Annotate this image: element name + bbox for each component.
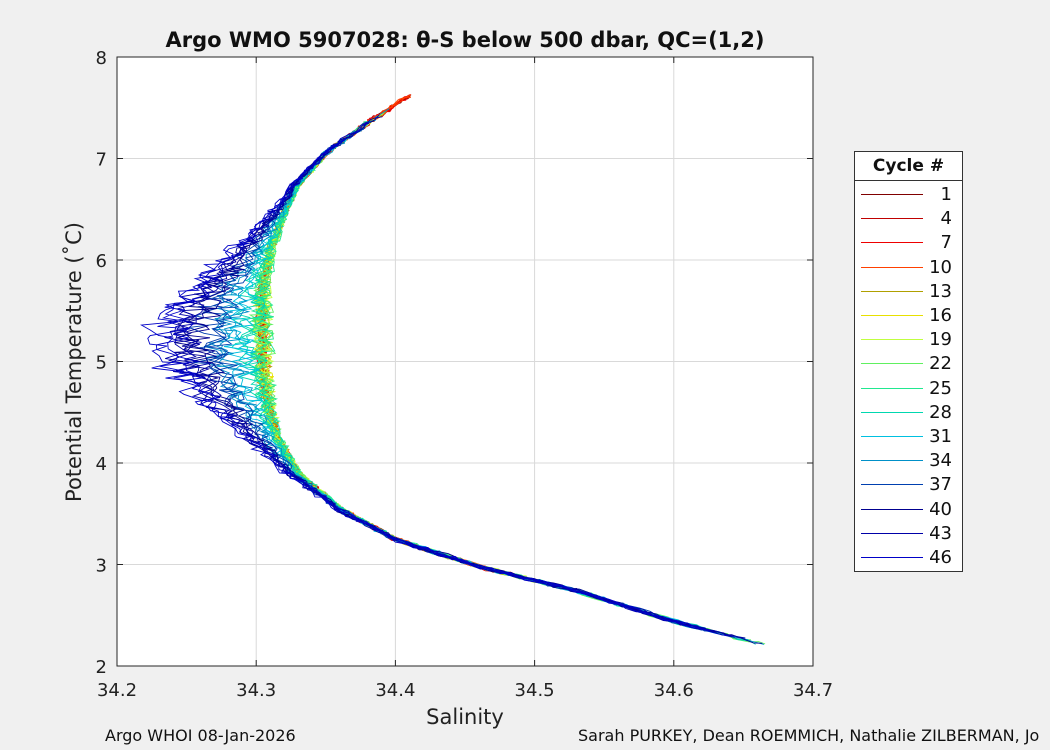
legend-line-swatch bbox=[861, 242, 923, 244]
legend-entry: 25 bbox=[855, 377, 962, 401]
legend-entry: 22 bbox=[855, 352, 962, 376]
legend-entry: 1 bbox=[855, 183, 962, 207]
legend-entry: 16 bbox=[855, 304, 962, 328]
legend-entry: 46 bbox=[855, 546, 962, 570]
legend-line-swatch bbox=[861, 387, 923, 389]
x-tick-label: 34.4 bbox=[375, 680, 415, 701]
x-axis-label: Salinity bbox=[426, 705, 504, 729]
legend-line-swatch bbox=[861, 339, 923, 341]
legend-entry: 13 bbox=[855, 280, 962, 304]
legend-line-swatch bbox=[861, 290, 923, 292]
y-axis-label: Potential Temperature (˚C) bbox=[62, 222, 86, 502]
legend-line-swatch bbox=[861, 194, 923, 195]
profile-line bbox=[167, 123, 714, 632]
legend-label: 10 bbox=[929, 256, 952, 278]
legend-line-swatch bbox=[861, 266, 923, 268]
y-tick-label: 7 bbox=[96, 150, 107, 171]
profile-line bbox=[147, 121, 709, 631]
legend-label: 37 bbox=[929, 474, 952, 496]
legend-line-swatch bbox=[861, 557, 923, 558]
x-tick-label: 34.2 bbox=[97, 680, 137, 701]
legend-label: 4 bbox=[940, 208, 952, 230]
x-tick-label: 34.6 bbox=[654, 680, 694, 701]
legend-title: Cycle # bbox=[855, 152, 962, 181]
legend-label: 43 bbox=[929, 522, 952, 544]
footer-right: Sarah PURKEY, Dean ROEMMICH, Nathalie ZI… bbox=[578, 726, 1040, 745]
legend-line-swatch bbox=[861, 532, 923, 534]
x-tick-label: 34.7 bbox=[793, 680, 833, 701]
legend-line-swatch bbox=[861, 460, 923, 462]
legend-entry: 43 bbox=[855, 522, 962, 546]
legend-entry: 19 bbox=[855, 328, 962, 352]
legend-entry: 28 bbox=[855, 401, 962, 425]
legend-label: 7 bbox=[940, 232, 952, 254]
series-group bbox=[140, 94, 766, 645]
legend-label: 40 bbox=[929, 498, 952, 520]
y-tick-label: 2 bbox=[96, 657, 107, 678]
legend-label: 31 bbox=[929, 426, 952, 447]
legend-entry: 7 bbox=[855, 231, 962, 255]
legend-entry: 31 bbox=[855, 425, 962, 449]
legend-line-swatch bbox=[861, 411, 923, 413]
legend-label: 13 bbox=[929, 280, 952, 302]
legend-label: 16 bbox=[929, 305, 952, 326]
legend-label: 28 bbox=[929, 401, 952, 423]
legend-line-swatch bbox=[861, 315, 923, 316]
legend-entry: 4 bbox=[855, 207, 962, 231]
legend: Cycle # 1 4 7 10 13 16 19 22 25 28 31 34 37 40 43 46 bbox=[854, 151, 963, 572]
legend-line-swatch bbox=[861, 484, 923, 486]
legend-entry: 37 bbox=[855, 473, 962, 497]
legend-label: 46 bbox=[929, 547, 952, 568]
x-tick-label: 34.5 bbox=[515, 680, 555, 701]
x-tick-label: 34.3 bbox=[236, 680, 276, 701]
legend-entry: 10 bbox=[855, 256, 962, 280]
legend-label: 34 bbox=[929, 450, 952, 472]
legend-label: 25 bbox=[929, 377, 952, 399]
legend-label: 22 bbox=[929, 353, 952, 375]
legend-label: 1 bbox=[940, 184, 952, 205]
legend-line-swatch bbox=[861, 363, 923, 365]
footer-left: Argo WHOI 08-Jan-2026 bbox=[105, 726, 296, 745]
legend-entry: 34 bbox=[855, 449, 962, 473]
axis-ticks: 34.2 34.3 34.4 34.5 34.6 34.7 2 3 4 5 6 7 8 bbox=[96, 48, 833, 701]
legend-line-swatch bbox=[861, 436, 923, 437]
profile-line bbox=[140, 137, 706, 631]
y-tick-label: 4 bbox=[96, 454, 107, 475]
legend-line-swatch bbox=[861, 508, 923, 510]
y-tick-label: 5 bbox=[96, 353, 107, 374]
legend-line-swatch bbox=[861, 218, 923, 220]
y-tick-label: 3 bbox=[96, 556, 107, 577]
legend-label: 19 bbox=[929, 329, 952, 351]
chart-title: Argo WMO 5907028: θ-S below 500 dbar, QC… bbox=[166, 28, 765, 52]
legend-entry: 40 bbox=[855, 498, 962, 522]
y-tick-label: 6 bbox=[96, 251, 107, 272]
y-tick-label: 8 bbox=[96, 48, 107, 69]
